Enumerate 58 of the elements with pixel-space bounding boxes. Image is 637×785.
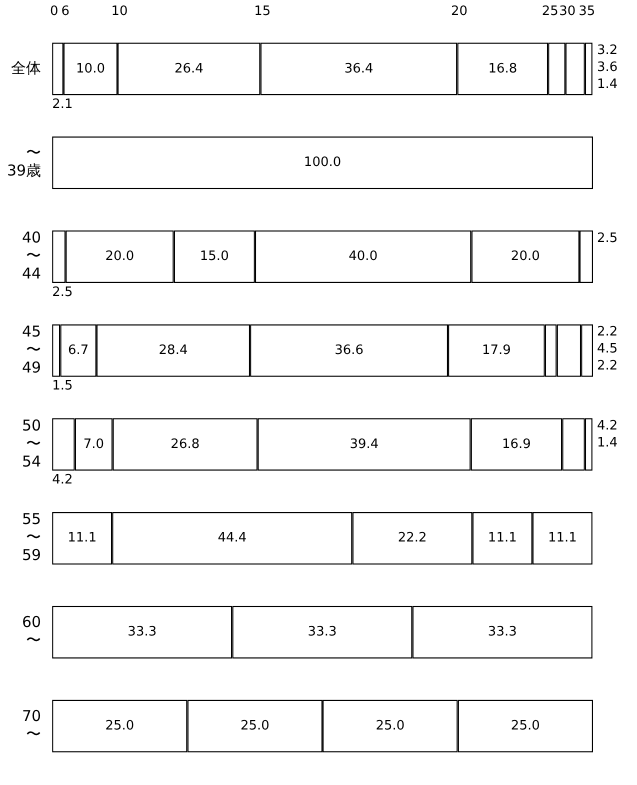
data-label: 16.8	[488, 61, 518, 76]
data-label: 2.5	[597, 230, 618, 246]
data-label: 26.4	[174, 61, 204, 76]
y-tick-label: 50〜54	[22, 416, 42, 470]
data-label: 16.9	[502, 436, 531, 452]
y-tick-label: 60〜	[22, 613, 42, 650]
data-label: 4.2	[52, 472, 73, 488]
data-label: 26.8	[170, 436, 200, 452]
y-tick-label: 70〜	[22, 706, 42, 743]
data-label: 1.4	[597, 77, 618, 92]
series-label: 15	[254, 4, 271, 19]
series-label: 0	[50, 4, 58, 19]
data-label: 20.0	[105, 249, 134, 264]
data-label: 4.5	[597, 342, 618, 357]
data-label: 33.3	[488, 624, 517, 640]
series-label: 10	[111, 4, 128, 19]
y-tick-label: 〜39歳	[6, 144, 42, 180]
data-label: 28.4	[158, 342, 188, 358]
y-tick-label: 全体	[11, 58, 42, 77]
data-label: 3.2	[597, 43, 618, 58]
data-label: 1.5	[52, 378, 73, 394]
series-label: 30	[559, 4, 576, 19]
data-label: 25.0	[240, 718, 270, 734]
data-label: 22.2	[398, 530, 427, 546]
series-label: 6	[61, 4, 70, 19]
data-label: 10.0	[76, 61, 105, 76]
y-tick-label: 45〜49	[22, 322, 42, 376]
data-label: 11.1	[548, 530, 577, 546]
data-label: 2.1	[52, 97, 73, 112]
data-label: 36.4	[344, 61, 374, 76]
data-label: 25.0	[510, 718, 540, 734]
data-label: 39.4	[350, 436, 379, 452]
series-label: 20	[450, 4, 468, 19]
data-label: 2.2	[597, 358, 618, 374]
data-label: 2.2	[597, 324, 618, 340]
data-label: 33.3	[128, 624, 157, 640]
data-label: 11.1	[68, 530, 97, 546]
data-label: 20.0	[510, 249, 540, 264]
data-label: 3.6	[597, 60, 618, 76]
series-label: 25	[542, 4, 558, 19]
data-label: 6.7	[68, 342, 89, 358]
y-tick-label: 40〜44	[22, 228, 42, 283]
data-label: 25.0	[105, 718, 134, 734]
data-label: 4.2	[597, 418, 618, 434]
data-label: 25.0	[376, 718, 405, 734]
data-label: 36.6	[334, 342, 364, 358]
data-label: 44.4	[218, 530, 247, 546]
data-label: 11.1	[488, 530, 517, 546]
data-label: 1.4	[597, 436, 618, 451]
series-label: 35	[578, 4, 596, 19]
data-label: 100.0	[304, 155, 342, 170]
data-label: 7.0	[83, 436, 104, 452]
data-label: 2.5	[52, 284, 73, 300]
data-label: 17.9	[482, 342, 511, 358]
data-label: 40.0	[348, 249, 378, 264]
y-tick-label: 55〜59	[22, 510, 42, 564]
data-label: 15.0	[200, 249, 229, 264]
data-label: 33.3	[308, 624, 337, 640]
